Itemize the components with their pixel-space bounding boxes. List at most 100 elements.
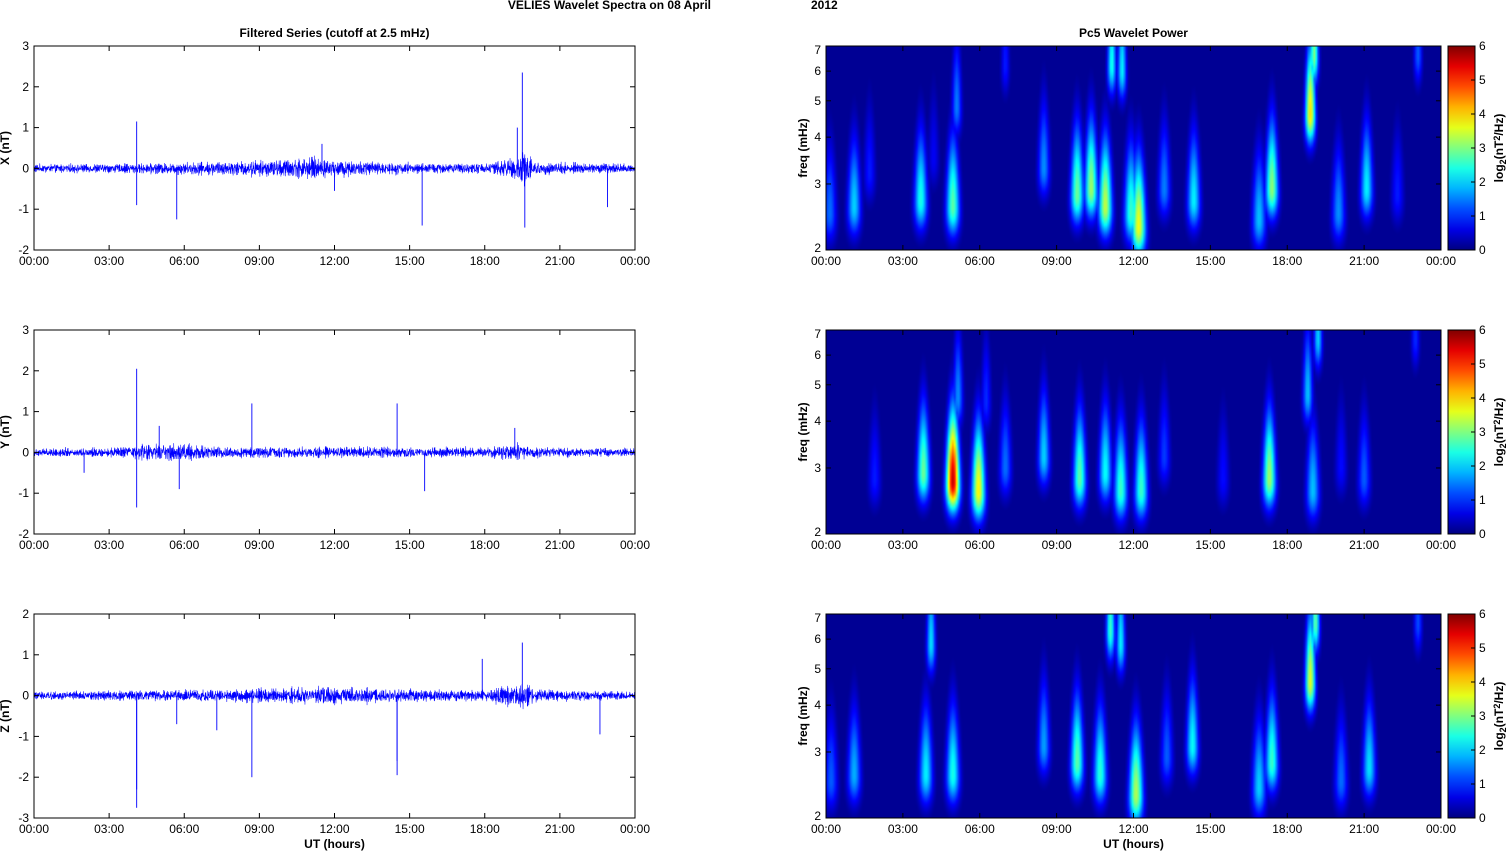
x-tick-label: 18:00 — [470, 538, 500, 552]
colorbar — [1447, 613, 1476, 819]
y-tick-label: 6 — [814, 632, 821, 646]
y-tick-label: 3 — [22, 39, 29, 53]
x-tick-label: 03:00 — [888, 822, 918, 836]
x-tick-label: 21:00 — [1349, 538, 1379, 552]
x-tick-label: 06:00 — [169, 254, 199, 268]
y-axis-label: X (nT) — [0, 131, 12, 165]
x-tick-label: 03:00 — [94, 538, 124, 552]
colorbar-tick-label: 1 — [1479, 493, 1486, 507]
x-tick-label: 09:00 — [1042, 538, 1072, 552]
colorbar-tick-label: 0 — [1479, 811, 1486, 825]
x-tick-label: 12:00 — [319, 538, 349, 552]
x-tick-label: 03:00 — [888, 254, 918, 268]
wavelet-power-map — [826, 330, 1441, 534]
y-axis-label: freq (mHz) — [796, 402, 810, 461]
colorbar-tick-label: 5 — [1479, 641, 1486, 655]
x-tick-label: 06:00 — [169, 538, 199, 552]
colorbar-tick-label: 1 — [1479, 209, 1486, 223]
colorbar-tick-label: 6 — [1479, 39, 1486, 53]
x-tick-label: 12:00 — [1118, 538, 1148, 552]
x-tick-label: 06:00 — [965, 822, 995, 836]
plot-area — [34, 46, 635, 250]
y-tick-label: 0 — [22, 161, 29, 175]
x-axis-label: UT (hours) — [1103, 837, 1164, 851]
series-panel: -3 -2 -1 0 1 2 00:00 03:00 06:00 09:00 12:00 15:00 1… — [0, 607, 650, 851]
y-tick-label: 4 — [814, 414, 821, 428]
x-tick-label: 03:00 — [94, 254, 124, 268]
x-tick-label: 12:00 — [1118, 822, 1148, 836]
y-tick-label: 2 — [814, 525, 821, 539]
x-tick-label: 00:00 — [811, 254, 841, 268]
x-axis-label: UT (hours) — [304, 837, 365, 851]
y-tick-label: 3 — [814, 461, 821, 475]
x-tick-label: 15:00 — [1195, 538, 1225, 552]
x-tick-label: 18:00 — [1272, 254, 1302, 268]
y-tick-label: 5 — [814, 378, 821, 392]
y-tick-label: -1 — [18, 486, 29, 500]
y-tick-label: 2 — [814, 241, 821, 255]
colorbar-tick-label: 3 — [1479, 425, 1486, 439]
x-tick-label: 09:00 — [1042, 822, 1072, 836]
x-tick-label: 00:00 — [1426, 538, 1456, 552]
y-tick-label: 3 — [814, 745, 821, 759]
x-tick-label: 00:00 — [19, 254, 49, 268]
x-tick-label: 00:00 — [620, 538, 650, 552]
plot-title: Filtered Series (cutoff at 2.5 mHz) — [239, 26, 429, 40]
wavelet-power-map — [826, 46, 1441, 250]
colorbar-tick-label: 4 — [1479, 391, 1486, 405]
x-tick-label: 15:00 — [1195, 254, 1225, 268]
y-tick-label: 4 — [814, 698, 821, 712]
wavelet-panel: 2 3 4 5 6 7 00:00 03:00 06:00 09:00 12:00 15:00 18:0… — [796, 323, 1508, 552]
y-tick-label: 7 — [814, 611, 821, 625]
plot-title: Pc5 Wavelet Power — [1079, 26, 1188, 40]
y-tick-label: 3 — [814, 177, 821, 191]
colorbar-tick-label: 0 — [1479, 243, 1486, 257]
x-tick-label: 06:00 — [965, 254, 995, 268]
y-tick-label: 7 — [814, 327, 821, 341]
colorbar — [1447, 45, 1476, 251]
y-tick-label: 5 — [814, 94, 821, 108]
y-tick-label: -2 — [18, 527, 29, 541]
plot-area — [34, 330, 635, 534]
y-tick-label: 2 — [22, 80, 29, 94]
x-tick-label: 06:00 — [169, 822, 199, 836]
x-tick-label: 21:00 — [545, 538, 575, 552]
plot-grid: -2 -1 0 1 2 3 00:00 03:00 06:00 09:00 12:00 15:00 18… — [0, 26, 1508, 851]
colorbar-tick-label: 2 — [1479, 175, 1486, 189]
figure-title-year: 2012 — [811, 0, 838, 12]
x-tick-label: 15:00 — [1195, 822, 1225, 836]
x-tick-label: 09:00 — [244, 822, 274, 836]
x-tick-label: 09:00 — [1042, 254, 1072, 268]
y-tick-label: 2 — [22, 364, 29, 378]
colorbar-label: log2(nT2/Hz) — [1492, 398, 1508, 467]
y-tick-label: 4 — [814, 130, 821, 144]
y-tick-label: 1 — [22, 121, 29, 135]
x-tick-label: 21:00 — [1349, 822, 1379, 836]
y-axis-label: freq (mHz) — [796, 686, 810, 745]
y-tick-label: -1 — [18, 729, 29, 743]
colorbar-label: log2(nT2/Hz) — [1492, 114, 1508, 183]
x-tick-label: 00:00 — [19, 822, 49, 836]
colorbar-label: log2(nT2/Hz) — [1492, 682, 1508, 751]
wavelet-panel: 2 3 4 5 6 7 00:00 03:00 06:00 09:00 12:00 15:00 18:0… — [796, 607, 1508, 851]
series-panel: -2 -1 0 1 2 3 00:00 03:00 06:00 09:00 12:00 15:00 18… — [0, 323, 650, 552]
x-tick-label: 00:00 — [620, 254, 650, 268]
x-tick-label: 09:00 — [244, 538, 274, 552]
y-tick-label: 2 — [814, 809, 821, 823]
series-line — [33, 684, 636, 710]
x-tick-label: 09:00 — [244, 254, 274, 268]
x-tick-label: 06:00 — [965, 538, 995, 552]
colorbar-tick-label: 2 — [1479, 743, 1486, 757]
x-tick-label: 18:00 — [1272, 822, 1302, 836]
series-line — [33, 442, 636, 461]
x-tick-label: 00:00 — [1426, 822, 1456, 836]
colorbar — [1447, 329, 1476, 535]
y-axis-label: freq (mHz) — [796, 118, 810, 177]
y-tick-label: 6 — [814, 348, 821, 362]
x-tick-label: 00:00 — [811, 538, 841, 552]
x-tick-label: 21:00 — [545, 822, 575, 836]
colorbar-tick-label: 3 — [1479, 709, 1486, 723]
y-tick-label: 3 — [22, 323, 29, 337]
colorbar-tick-label: 5 — [1479, 357, 1486, 371]
